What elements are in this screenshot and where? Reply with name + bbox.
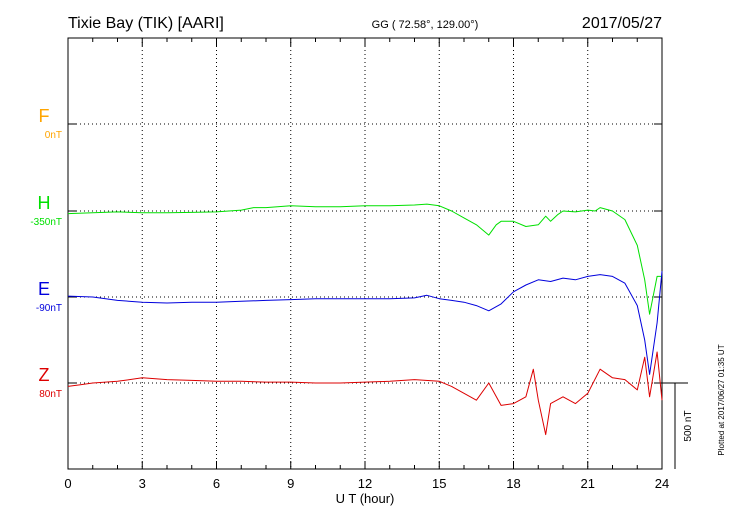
series-h-line	[67, 203, 662, 315]
series-z-baseline: 80nT	[39, 389, 62, 400]
station-title: Tixie Bay (TIK) [AARI]	[68, 15, 224, 32]
x-tick-label: 18	[506, 476, 520, 491]
x-tick-label: 12	[358, 476, 372, 491]
x-tick-label: 0	[64, 476, 71, 491]
series-z-line	[67, 351, 663, 436]
series-f-baseline: 0nT	[45, 130, 62, 141]
series-labels: F 0nT H -350nT E -90nT Z 80nT	[30, 106, 62, 400]
x-tick-label: 9	[287, 476, 294, 491]
axis-ticks	[67, 38, 663, 469]
x-tick-label: 6	[213, 476, 220, 491]
coordinates-label: GG ( 72.58°, 129.00°)	[372, 19, 479, 31]
date-label: 2017/05/27	[582, 15, 662, 32]
series-z-name: Z	[39, 365, 50, 385]
series-e-line	[67, 271, 663, 375]
plotted-note: Plotted at 2017/06/27 01:35 UT	[717, 344, 726, 455]
series-e-name: E	[38, 279, 50, 299]
series-lines	[67, 203, 663, 436]
x-axis-label: U T (hour)	[336, 491, 395, 506]
series-h-name: H	[38, 193, 51, 213]
series-f-name: F	[39, 106, 50, 126]
x-tick-label: 15	[432, 476, 446, 491]
grid-lines	[68, 38, 662, 469]
series-h-baseline: -350nT	[30, 217, 62, 228]
scale-bar-label: 500 nT	[683, 410, 694, 441]
x-tick-label: 24	[655, 476, 669, 491]
series-e-baseline: -90nT	[36, 303, 62, 314]
x-tick-label: 21	[581, 476, 595, 491]
scale-bar: 500 nT	[662, 382, 694, 469]
x-tick-labels: 0 3 6 9 12 15 18 21 24	[64, 476, 669, 491]
x-tick-label: 3	[139, 476, 146, 491]
